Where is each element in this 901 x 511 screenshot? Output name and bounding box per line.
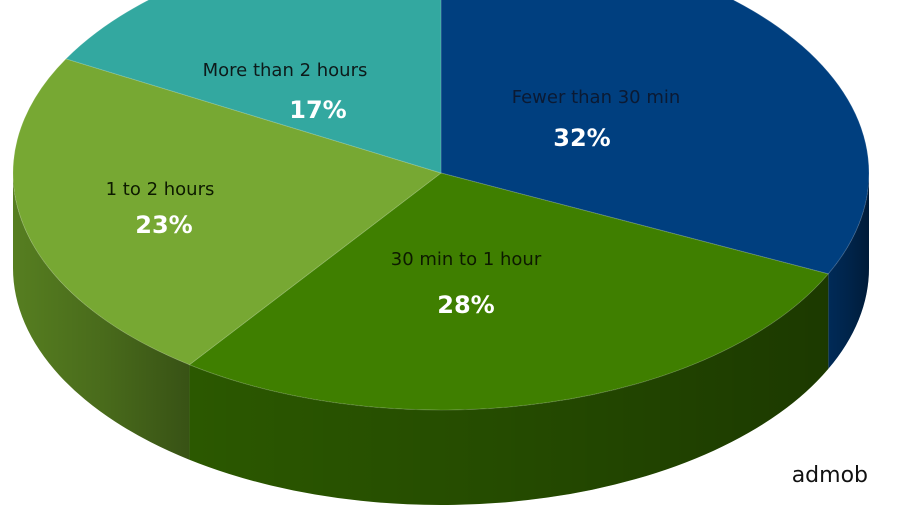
- pie-slice-2: [12, 58, 443, 366]
- slice-value-0: 32%: [553, 124, 610, 152]
- slice-label-1: 30 min to 1 hour: [391, 249, 542, 270]
- source-label: admob: [792, 463, 868, 488]
- pie-side-shade-1-0: [189, 273, 829, 505]
- pie-labels: Fewer than 30 min 32% 30 min to 1 hour 28% 1…: [106, 60, 681, 319]
- pie-side-shade-2-0: [12, 173, 190, 460]
- slice-value-2: 23%: [135, 211, 192, 239]
- pie-side-shade-0-0: [828, 173, 869, 369]
- slice-value-1: 28%: [437, 291, 494, 319]
- pie-tops: [12, 0, 870, 411]
- pie-slice-1: [188, 172, 830, 411]
- slice-value-3: 17%: [289, 96, 346, 124]
- pie-sides: [12, 173, 869, 505]
- pie-slice-3: [65, 0, 442, 174]
- pie-slice-0: [440, 0, 870, 275]
- slice-label-0: Fewer than 30 min: [512, 87, 681, 108]
- slice-label-3: More than 2 hours: [203, 60, 368, 81]
- slice-label-2: 1 to 2 hours: [106, 179, 215, 200]
